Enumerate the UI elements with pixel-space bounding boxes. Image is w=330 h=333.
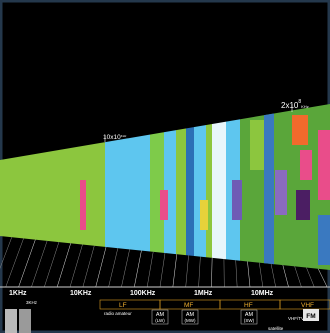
perspective-line [18,239,36,288]
service-label: AM [245,312,254,318]
scale-sub-label: 3KHz [26,300,38,305]
perspective-line [146,251,154,288]
gauge-block [5,309,17,333]
service-label: FM [306,313,315,320]
perspective-line [282,265,289,288]
band-label: HF [244,302,253,309]
perspective-line [69,244,83,288]
band-label: VHF [301,302,314,309]
scale-label: 1MHz [194,290,213,297]
service-label: AM [186,312,195,318]
band-color [160,190,168,220]
perspective-line [108,248,119,288]
perspective-line [247,261,251,288]
scale-label: 1KHz [9,290,27,297]
perspective-line [31,240,48,288]
service-box [151,309,169,325]
band-color [176,104,186,270]
perspective-line [185,255,189,288]
perspective-line [121,249,130,288]
service-label: (SW) [244,318,255,323]
perspective-line [0,237,13,269]
perspective-line [82,245,95,288]
perspective-line [294,266,302,288]
band-color [275,170,287,215]
band-color [296,190,310,220]
perspective-line [56,243,71,288]
band-color [318,130,330,200]
perspective-line [259,262,264,288]
perspective-line [172,254,178,288]
top-label: 10x10KHz [103,134,127,141]
service-label: VHF/TV [288,316,304,321]
service-label: radio amateur [104,311,132,316]
band-color [250,120,264,170]
scale-label: 100KHz [130,290,156,297]
band-color [292,115,308,145]
perspective-lines [0,236,330,288]
band-color [232,180,242,220]
band-color [150,104,164,270]
band-color [264,110,274,270]
perspective-line [95,246,107,288]
perspective-line [198,256,201,288]
band-color [80,180,86,230]
scale-label: 10KHz [70,290,92,297]
perspective-line [44,241,60,288]
perspective-line [317,268,328,288]
top-label: 2x108KHz [281,99,309,110]
band-color [300,150,312,180]
scale-label: 10MHz [251,290,274,297]
perspective-line [159,252,166,288]
gauge-block [19,309,31,333]
perspective-line [5,238,24,288]
band-color [164,104,176,270]
perspective-line [134,250,142,288]
perspective-line [235,260,238,288]
band-label: MF [184,302,193,309]
band-color [212,104,226,270]
perspective-line [211,257,213,288]
band-color [206,104,212,270]
band-label: LF [119,302,127,309]
band-color [186,104,194,270]
service-box [240,309,258,325]
perspective-line [306,267,315,288]
service-label: satellite [268,326,284,331]
band-color [200,200,208,230]
service-label: AM [156,312,165,318]
service-box [303,309,319,321]
band-color [318,215,330,265]
perspective-line [270,263,276,288]
service-label: (MW) [185,318,196,323]
service-label: (LW) [155,318,165,323]
service-box [181,309,199,325]
